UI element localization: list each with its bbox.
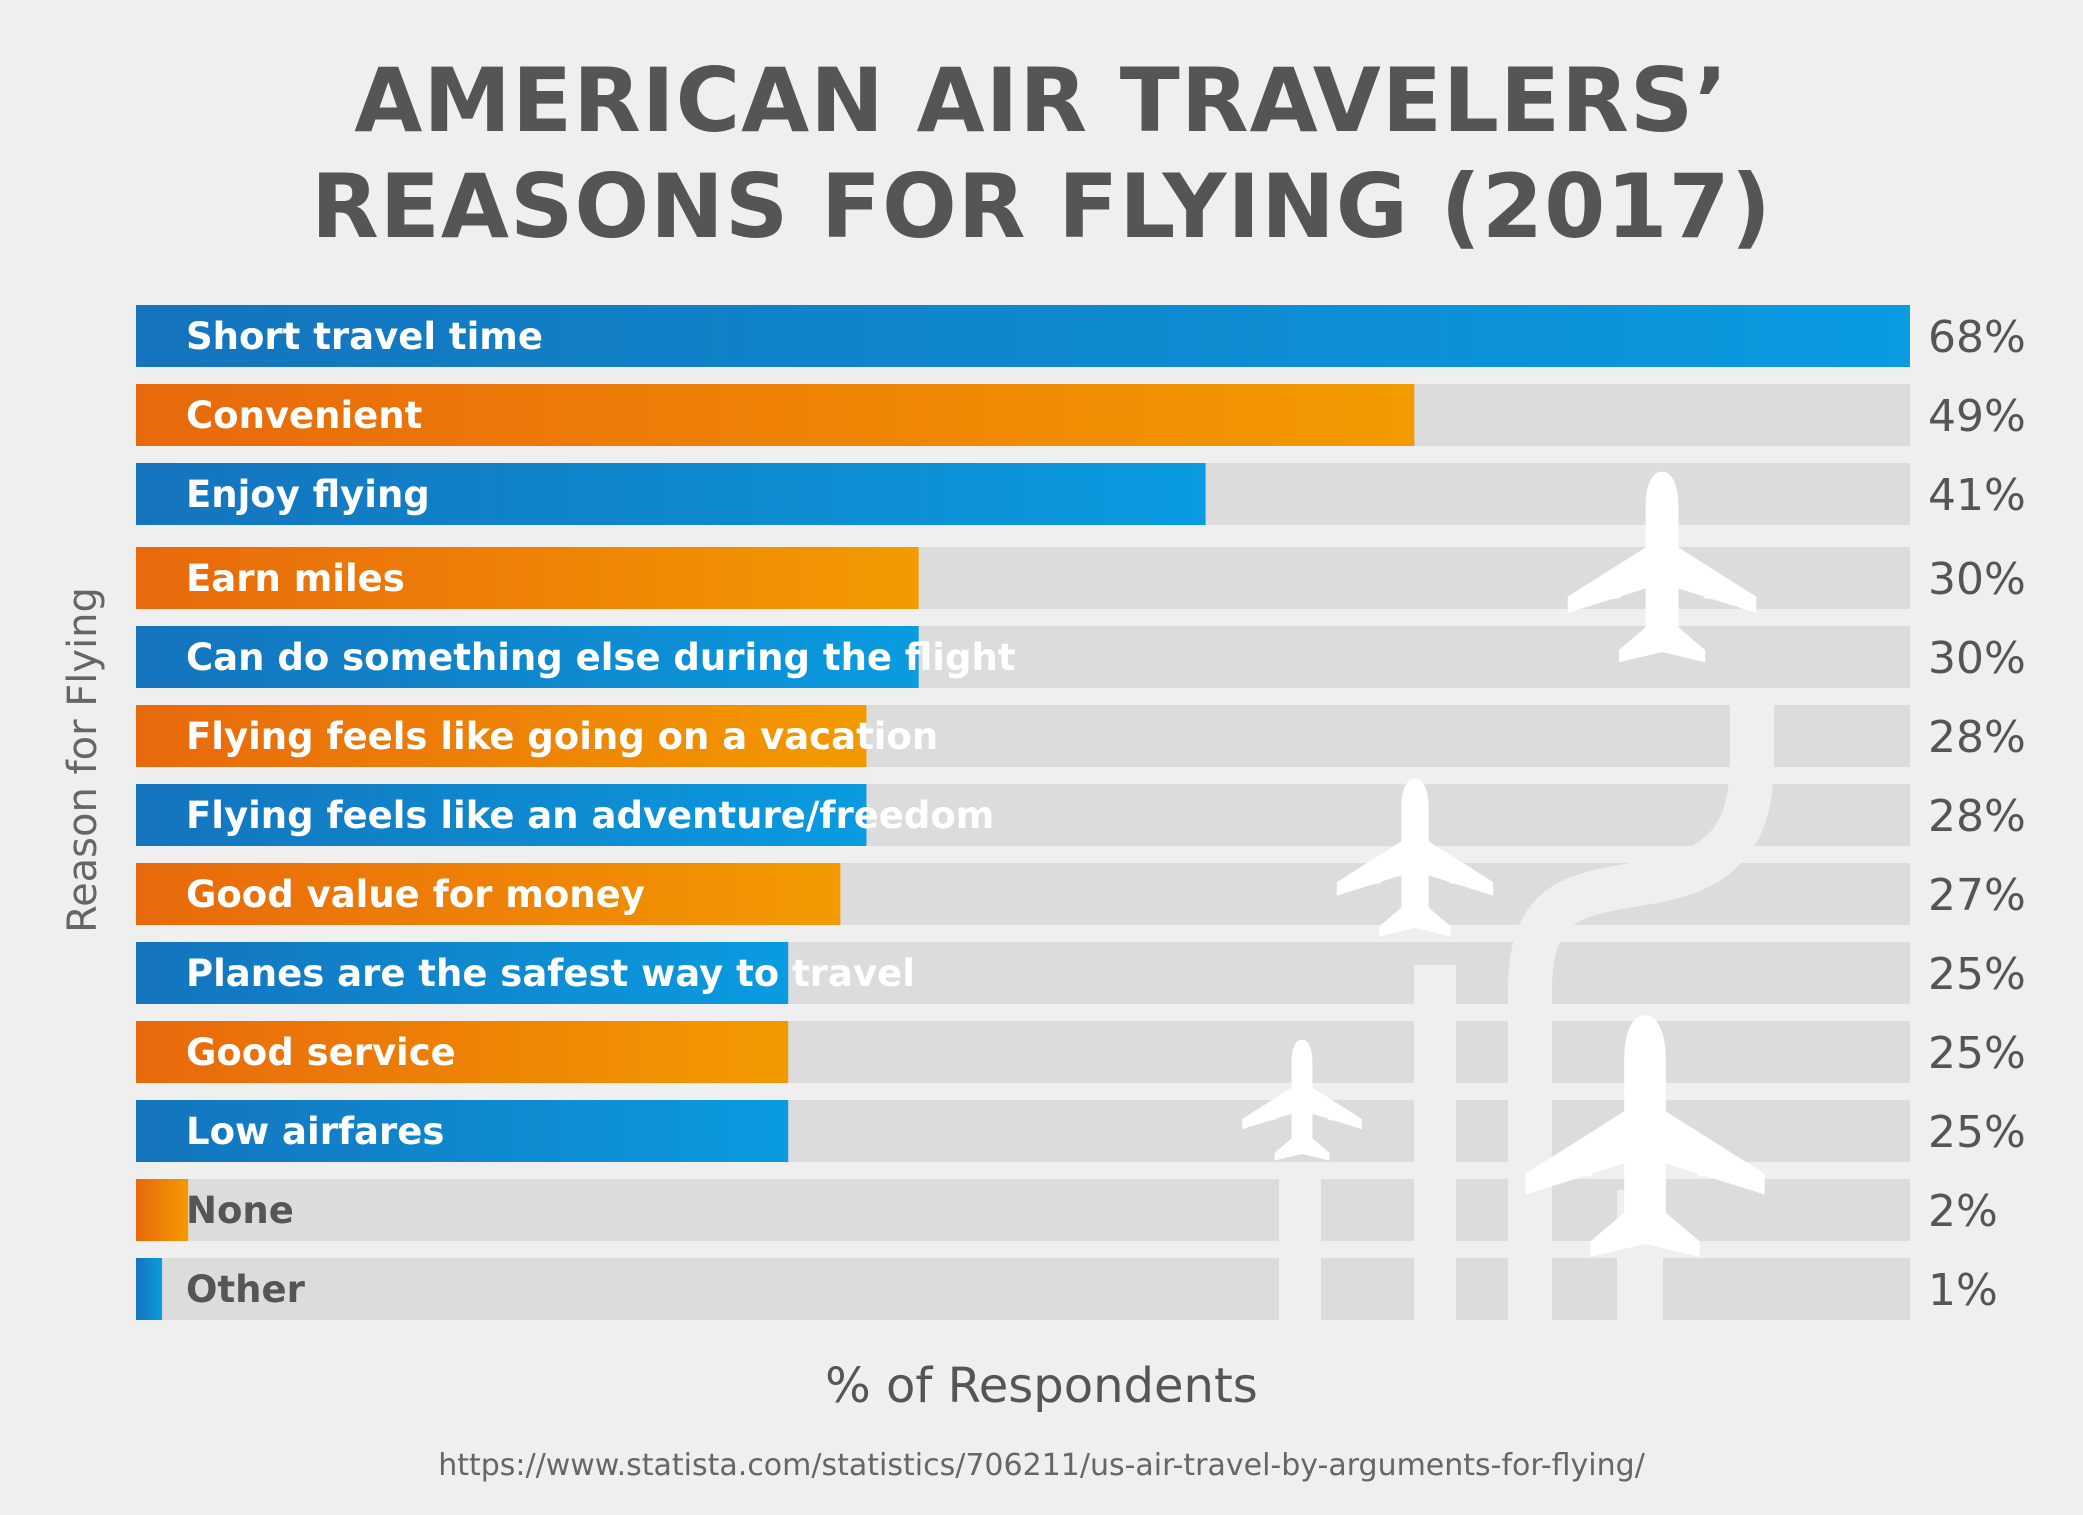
category-label: Short travel time xyxy=(186,315,543,358)
bar xyxy=(136,547,919,609)
value-label: 1% xyxy=(1928,1265,1998,1316)
category-label: Enjoy flying xyxy=(186,473,430,516)
category-label: Can do something else during the flight xyxy=(186,636,1016,679)
value-label: 25% xyxy=(1928,1107,2026,1158)
category-label: Other xyxy=(186,1268,306,1311)
bar-track xyxy=(136,1258,1910,1320)
value-label: 2% xyxy=(1928,1186,1998,1237)
category-label: None xyxy=(186,1189,294,1232)
value-label: 25% xyxy=(1928,949,2026,1000)
value-label: 28% xyxy=(1928,791,2026,842)
bars xyxy=(136,305,1910,1320)
bar xyxy=(136,463,1206,525)
bar xyxy=(136,1179,189,1241)
value-label: 41% xyxy=(1928,470,2026,521)
bar xyxy=(136,1021,789,1083)
category-label: Good value for money xyxy=(186,873,645,916)
value-label: 28% xyxy=(1928,712,2026,763)
chart-title-line-1: AMERICAN AIR TRAVELERS’ xyxy=(354,49,1729,152)
source-url: https://www.statista.com/statistics/7062… xyxy=(438,1448,1645,1483)
bar xyxy=(136,784,867,846)
bar xyxy=(136,942,789,1004)
bar xyxy=(136,1100,789,1162)
contrail xyxy=(1508,690,1774,1320)
airplane-decoration xyxy=(1242,471,1774,1320)
category-label: Low airfares xyxy=(186,1110,444,1153)
bar xyxy=(136,705,867,767)
value-label: 68% xyxy=(1928,312,2026,363)
value-label: 49% xyxy=(1928,391,2026,442)
chart-title: AMERICAN AIR TRAVELERS’ REASONS FOR FLYI… xyxy=(0,48,2083,260)
category-label: Flying feels like an adventure/freedom xyxy=(186,794,994,837)
bar xyxy=(136,863,841,925)
value-label: 30% xyxy=(1928,633,2026,684)
category-label: Earn miles xyxy=(186,557,405,600)
bar xyxy=(136,626,919,688)
x-axis-label: % of Respondents xyxy=(825,1358,1258,1414)
value-labels: 68% 49% 41% 30% 30% 28% 28% 27% 25% 25% 25% 2% 1% xyxy=(1928,312,2026,1316)
bar xyxy=(136,305,1910,367)
bar xyxy=(136,1258,163,1320)
value-label: 30% xyxy=(1928,554,2026,605)
value-label: 25% xyxy=(1928,1028,2026,1079)
category-label: Flying feels like going on a vacation xyxy=(186,715,938,758)
category-label: Convenient xyxy=(186,394,422,437)
category-labels: Short travel time Convenient Enjoy flying E… xyxy=(186,315,1016,1311)
bar xyxy=(136,384,1415,446)
category-label: Planes are the safest way to travel xyxy=(186,952,915,995)
value-label: 27% xyxy=(1928,870,2026,921)
category-label: Good service xyxy=(186,1031,456,1074)
chart-title-line-2: REASONS FOR FLYING (2017) xyxy=(311,155,1772,258)
